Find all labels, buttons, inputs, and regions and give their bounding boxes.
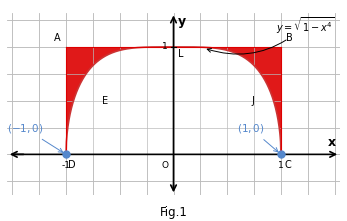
Text: B: B xyxy=(286,33,293,43)
Text: $y = \sqrt{1 - x^4}$: $y = \sqrt{1 - x^4}$ xyxy=(207,15,334,54)
Text: Fig.1: Fig.1 xyxy=(160,206,187,219)
Text: D: D xyxy=(68,160,76,170)
Text: 1: 1 xyxy=(162,42,168,51)
Polygon shape xyxy=(66,47,281,154)
Text: $(1, 0)$: $(1, 0)$ xyxy=(237,122,278,152)
Text: y: y xyxy=(178,15,186,28)
Text: 1: 1 xyxy=(278,161,284,170)
Text: J: J xyxy=(252,96,255,106)
Text: C: C xyxy=(284,160,291,170)
Text: x: x xyxy=(328,136,336,149)
Text: L: L xyxy=(178,49,183,59)
Text: O: O xyxy=(161,161,168,170)
Text: -1: -1 xyxy=(61,161,70,170)
Polygon shape xyxy=(66,47,281,154)
Text: E: E xyxy=(102,96,108,106)
Text: $(-1, 0)$: $(-1, 0)$ xyxy=(7,122,63,152)
Text: A: A xyxy=(54,33,61,43)
